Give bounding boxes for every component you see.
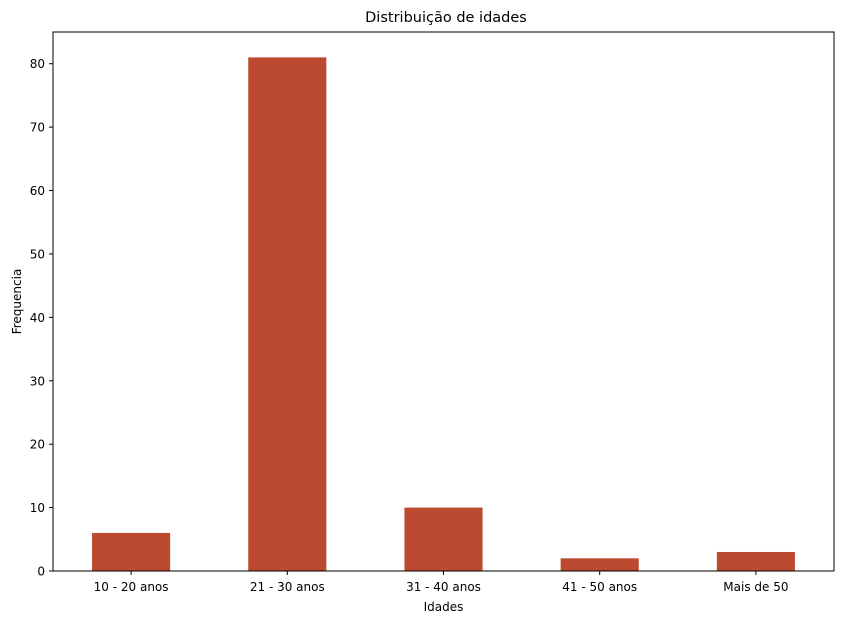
bar-4 [560, 558, 639, 571]
bar-5 [716, 551, 795, 571]
x-tick-label: 21 - 30 anos [250, 580, 325, 594]
bar-1 [92, 532, 171, 571]
y-tick-label: 80 [30, 57, 45, 71]
y-tick-label: 50 [30, 247, 45, 261]
y-tick-label: 30 [30, 374, 45, 388]
bar-3 [404, 507, 483, 571]
plot-frame [52, 31, 835, 572]
chart-title: Distribuição de idades [365, 10, 527, 26]
x-tick-label: 31 - 40 anos [406, 580, 481, 594]
x-tick-label: Mais de 50 [723, 580, 788, 594]
y-axis-ticks: 0 10 20 30 40 50 60 70 80 [30, 57, 53, 579]
y-tick-label: 0 [37, 565, 45, 579]
bar-2 [248, 57, 327, 572]
x-tick-label: 41 - 50 anos [562, 580, 637, 594]
x-axis-ticks: 10 - 20 anos 21 - 30 anos 31 - 40 anos 41 -… [94, 571, 789, 594]
y-tick-label: 70 [30, 121, 45, 135]
x-tick-label: 10 - 20 anos [94, 580, 169, 594]
y-axis-label: Frequencia [10, 269, 24, 335]
y-tick-label: 20 [30, 438, 45, 452]
y-tick-label: 60 [30, 184, 45, 198]
y-tick-label: 40 [30, 311, 45, 325]
bars-group [92, 57, 795, 572]
y-tick-label: 10 [30, 501, 45, 515]
x-axis-label: Idades [424, 600, 464, 614]
